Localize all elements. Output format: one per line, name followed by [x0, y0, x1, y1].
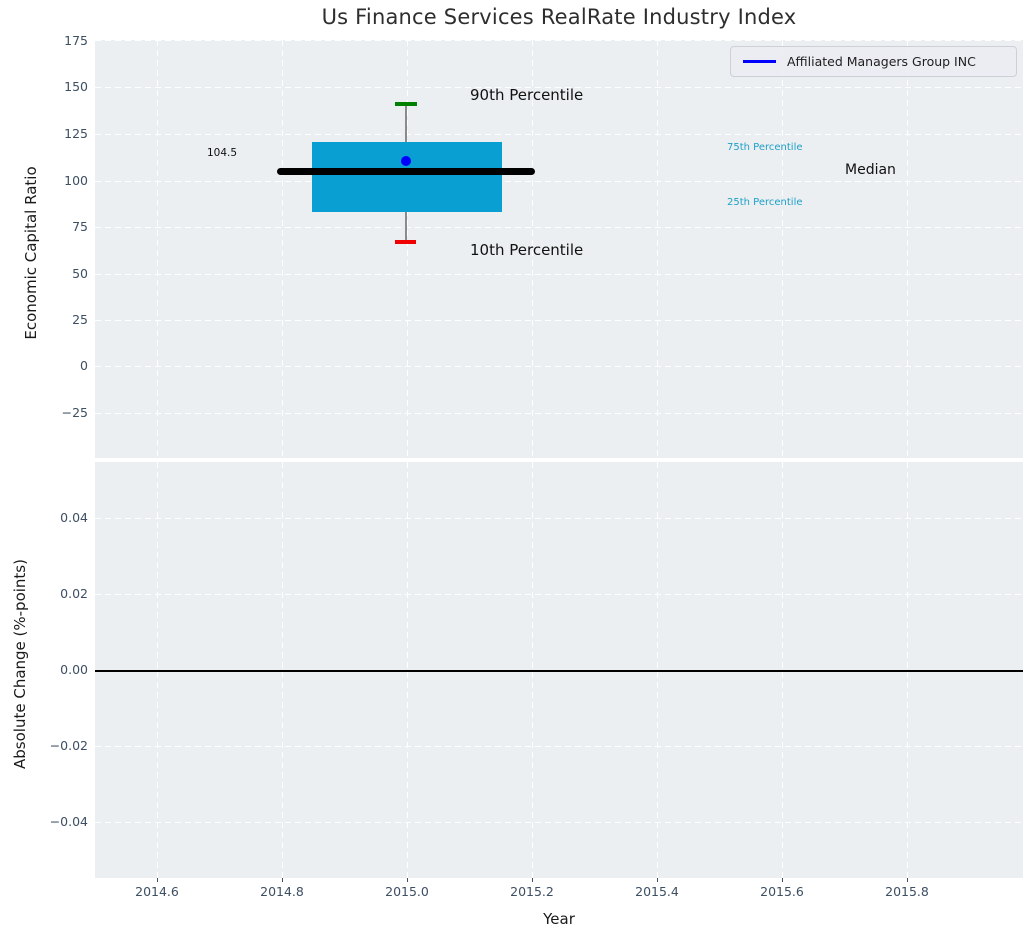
- x-tick-label: 2015.2: [510, 884, 554, 899]
- gridline-h: [95, 822, 1023, 823]
- gridline-h: [95, 594, 1023, 595]
- x-tick-mark: [657, 878, 658, 882]
- y-tick-label: 50: [72, 266, 88, 281]
- bottom-y-axis-label: Absolute Change (%-points): [11, 559, 29, 769]
- zero-reference-line: [95, 670, 1023, 672]
- top-axes: 90th Percentile 10th Percentile 75th Per…: [95, 40, 1023, 458]
- annotation-median-value: 104.5: [207, 147, 238, 159]
- gridline-h: [95, 366, 1023, 367]
- annotation-median: Median: [845, 162, 896, 178]
- chart-title: Us Finance Services RealRate Industry In…: [321, 5, 797, 29]
- y-tick-label: 75: [72, 219, 88, 234]
- legend: Affiliated Managers Group INC: [730, 46, 1017, 77]
- gridline-v: [282, 40, 283, 458]
- y-tick-label: −25: [61, 405, 88, 420]
- x-tick-mark: [282, 878, 283, 882]
- x-tick-label: 2015.4: [635, 884, 679, 899]
- x-tick-mark: [407, 878, 408, 882]
- y-tick-label: 0.00: [60, 662, 88, 677]
- y-tick-label: 175: [64, 33, 88, 48]
- gridline-h: [95, 746, 1023, 747]
- y-tick-label: 25: [72, 312, 88, 327]
- legend-line-sample: [743, 60, 776, 63]
- y-tick-label: −0.02: [49, 738, 88, 753]
- gridline-h: [95, 274, 1023, 275]
- top-y-axis-label: Economic Capital Ratio: [22, 166, 40, 340]
- gridline-h: [95, 40, 1023, 41]
- annotation-25th-percentile: 25th Percentile: [727, 197, 803, 208]
- legend-label: Affiliated Managers Group INC: [787, 54, 976, 69]
- y-tick-label: 0.02: [60, 586, 88, 601]
- y-tick-label: 125: [64, 126, 88, 141]
- annotation-75th-percentile: 75th Percentile: [727, 142, 803, 153]
- x-tick-mark: [532, 878, 533, 882]
- x-tick-label: 2014.6: [135, 884, 179, 899]
- gridline-h: [95, 413, 1023, 414]
- gridline-h: [95, 518, 1023, 519]
- x-tick-label: 2015.6: [760, 884, 804, 899]
- y-tick-label: −0.04: [49, 814, 88, 829]
- x-tick-mark: [782, 878, 783, 882]
- p10-whisker-cap: [395, 240, 416, 244]
- gridline-v: [157, 40, 158, 458]
- gridline-v: [907, 40, 908, 458]
- annotation-90th-percentile: 90th Percentile: [470, 86, 584, 104]
- gridline-h: [95, 181, 1023, 182]
- x-tick-label: 2015.0: [385, 884, 429, 899]
- y-tick-label: 150: [64, 79, 88, 94]
- gridline-v: [782, 40, 783, 458]
- x-tick-label: 2015.8: [885, 884, 929, 899]
- x-tick-mark: [157, 878, 158, 882]
- gridline-h: [95, 320, 1023, 321]
- gridline-v: [532, 40, 533, 458]
- y-tick-label: 0: [80, 358, 88, 373]
- gridline-h: [95, 227, 1023, 228]
- x-tick-mark: [907, 878, 908, 882]
- gridline-h: [95, 87, 1023, 88]
- median-line: [277, 168, 535, 175]
- gridline-h: [95, 134, 1023, 135]
- y-tick-label: 0.04: [60, 510, 88, 525]
- p90-whisker-cap: [395, 102, 417, 106]
- interquartile-box: [312, 142, 502, 212]
- x-axis-label: Year: [543, 910, 575, 928]
- bottom-axes: [95, 462, 1023, 882]
- annotation-10th-percentile: 10th Percentile: [470, 241, 584, 259]
- gridline-v: [407, 40, 408, 458]
- gridline-v: [657, 40, 658, 458]
- y-tick-label: 100: [64, 173, 88, 188]
- company-data-point: [401, 156, 411, 166]
- x-tick-label: 2014.8: [260, 884, 304, 899]
